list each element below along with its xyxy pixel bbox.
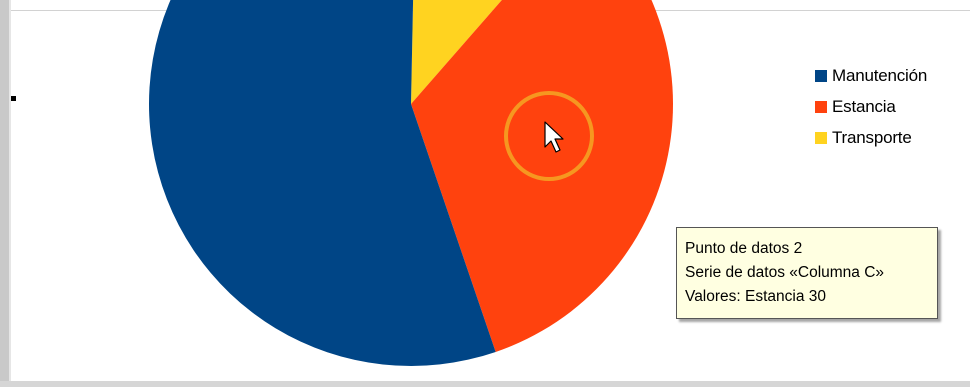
left-frame-shadow xyxy=(9,0,11,387)
left-frame-border xyxy=(0,0,9,387)
pie-slice-transporte[interactable] xyxy=(411,0,583,104)
tooltip-data-point: Punto de datos 2 xyxy=(685,240,803,257)
legend-label: Manutención xyxy=(832,65,928,85)
legend-item[interactable]: Transporte xyxy=(815,122,927,153)
legend-item[interactable]: Estancia xyxy=(815,91,927,122)
legend-item[interactable]: Manutención xyxy=(815,60,927,91)
bottom-frame-border xyxy=(0,381,970,387)
selection-handle[interactable] xyxy=(11,96,16,101)
legend-swatch xyxy=(815,131,827,144)
legend-label: Transporte xyxy=(832,127,912,147)
tooltip-values: Valores: Estancia 30 xyxy=(685,288,827,305)
legend-swatch xyxy=(815,69,827,82)
legend-label: Estancia xyxy=(832,96,896,116)
chart-legend: Manutención Estancia Transporte xyxy=(815,60,927,153)
pie-slice-estancia[interactable] xyxy=(411,0,673,352)
cursor-highlight-ring xyxy=(504,91,594,181)
data-point-tooltip: Punto de datos 2 Serie de datos «Columna… xyxy=(676,227,938,319)
pointer-arrow-icon xyxy=(544,121,564,153)
pie-slice-manutenci-n[interactable] xyxy=(149,0,496,366)
tooltip-data-series: Serie de datos «Columna C» xyxy=(685,264,885,281)
legend-swatch xyxy=(815,100,827,113)
